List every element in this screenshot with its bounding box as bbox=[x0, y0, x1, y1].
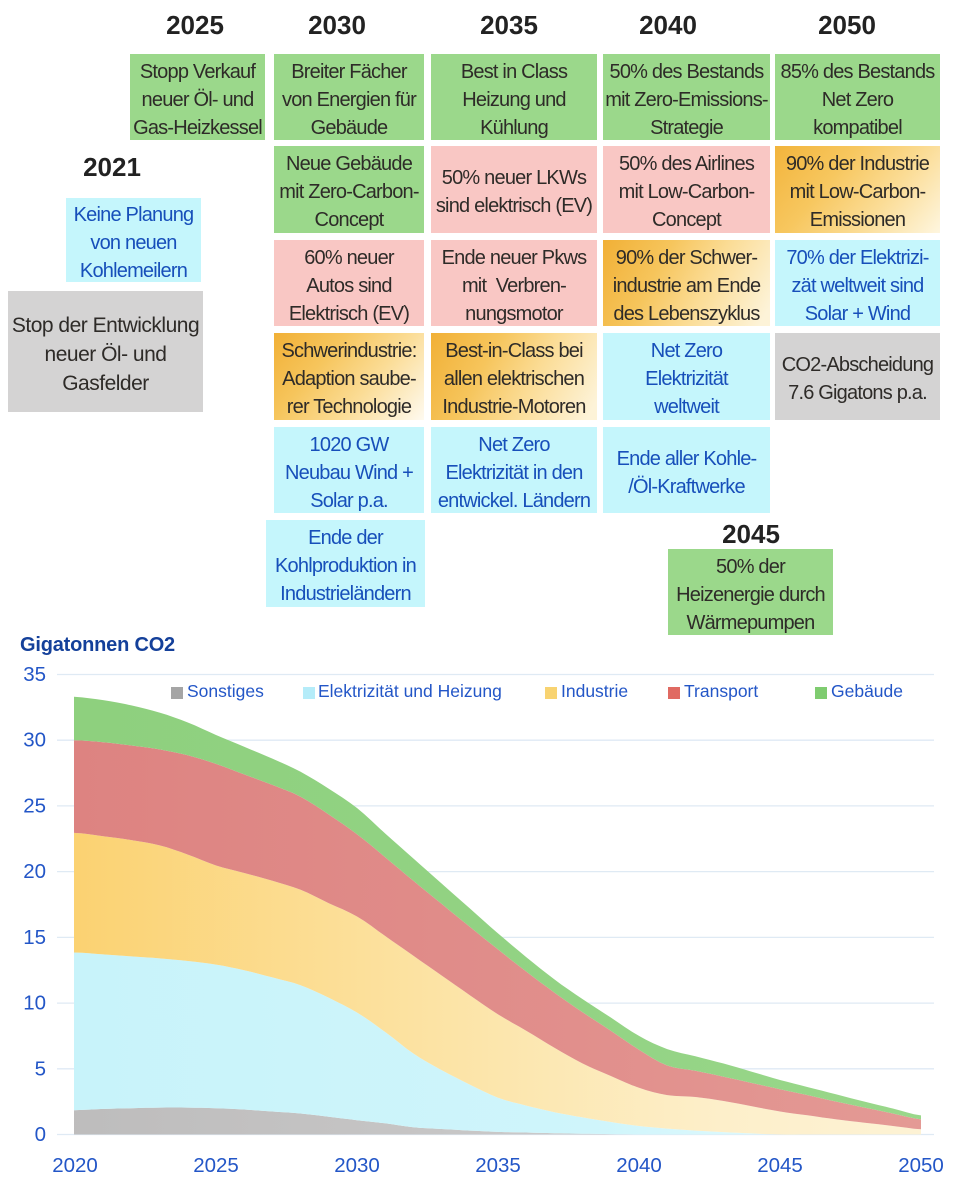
svg-text:35: 35 bbox=[23, 663, 46, 686]
svg-text:15: 15 bbox=[23, 926, 46, 949]
svg-text:2035: 2035 bbox=[475, 1154, 521, 1177]
svg-text:30: 30 bbox=[23, 729, 46, 752]
svg-text:5: 5 bbox=[35, 1057, 46, 1080]
svg-text:2045: 2045 bbox=[757, 1154, 803, 1177]
svg-text:10: 10 bbox=[23, 992, 46, 1015]
svg-text:2040: 2040 bbox=[616, 1154, 662, 1177]
svg-text:20: 20 bbox=[23, 860, 46, 883]
svg-text:2025: 2025 bbox=[193, 1154, 239, 1177]
svg-text:25: 25 bbox=[23, 794, 46, 817]
svg-text:0: 0 bbox=[35, 1123, 46, 1146]
svg-text:2030: 2030 bbox=[334, 1154, 380, 1177]
svg-text:2050: 2050 bbox=[898, 1154, 944, 1177]
svg-text:2020: 2020 bbox=[52, 1154, 98, 1177]
